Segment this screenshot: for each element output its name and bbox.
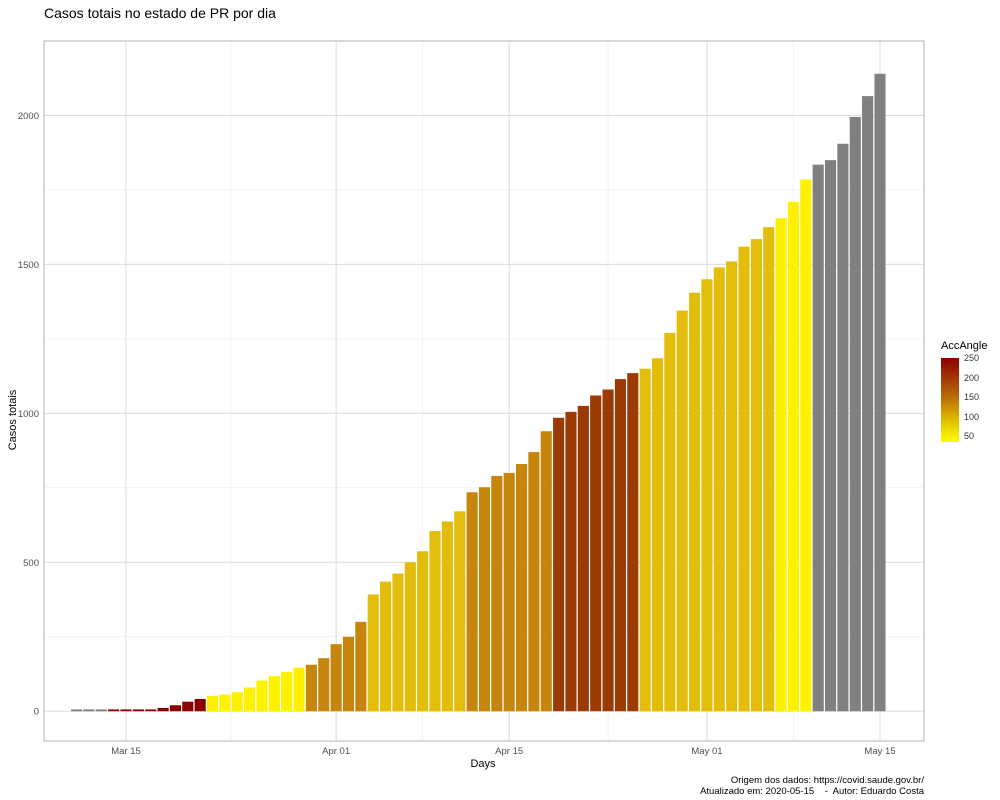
bar (664, 332, 676, 712)
bar (380, 581, 392, 712)
bar (70, 709, 83, 712)
bar (750, 239, 762, 712)
bar (874, 73, 886, 712)
bar (454, 511, 466, 712)
y-axis-label: Casos totais (7, 389, 19, 451)
caption-updated: Atualizado em: 2020-05-15 - Autor: Eduar… (700, 786, 924, 797)
bar (281, 671, 293, 712)
bar (120, 709, 132, 712)
bar (194, 699, 206, 712)
bar (627, 373, 639, 712)
legend-color-bar (941, 358, 959, 442)
bar (614, 379, 626, 712)
bar (293, 667, 305, 712)
x-axis-label: Days (470, 758, 496, 770)
bar (602, 389, 614, 712)
bar (330, 644, 342, 712)
bar (157, 707, 169, 712)
bar (182, 701, 194, 712)
bar (244, 687, 256, 712)
bar (800, 179, 812, 712)
bar (528, 452, 540, 712)
bar (553, 417, 565, 712)
panel-border (43, 40, 925, 742)
bar (689, 292, 701, 712)
bar (355, 621, 367, 712)
bar (726, 261, 738, 712)
bar (478, 487, 491, 712)
bar (862, 96, 874, 712)
legend-title: AccAngle (941, 340, 988, 352)
x-tick-label: Apr 01 (322, 746, 350, 757)
x-tick-label: May 01 (691, 746, 722, 757)
bar (404, 562, 416, 712)
bar (503, 472, 515, 712)
bar (651, 358, 664, 712)
bar (367, 594, 379, 712)
y-tick-label: 0 (34, 707, 39, 718)
bar (429, 531, 441, 712)
bar (305, 664, 317, 712)
x-tick-label: May 15 (864, 746, 895, 757)
bar (849, 116, 861, 712)
bar (577, 405, 589, 712)
bar (713, 267, 725, 712)
bar (83, 709, 95, 712)
legend-label: 150 (964, 392, 980, 402)
bar (169, 705, 182, 712)
bar (441, 521, 453, 712)
y-tick-label: 1000 (18, 409, 39, 420)
bar (256, 680, 268, 712)
bar (231, 692, 243, 712)
caption-source: Origem dos dados: https://covid.saude.go… (730, 775, 924, 786)
bar (491, 475, 503, 712)
bar (268, 676, 280, 712)
x-tick-label: Mar 15 (111, 746, 141, 757)
bar (132, 709, 144, 712)
bar (763, 227, 775, 712)
bar (206, 696, 219, 712)
bar (108, 709, 120, 712)
bar (676, 310, 688, 712)
bar (145, 709, 157, 712)
bar (540, 431, 552, 712)
bar (639, 368, 651, 712)
bar (787, 201, 800, 712)
x-tick-label: Apr 15 (495, 746, 523, 757)
bar (775, 218, 787, 712)
caption: Origem dos dados: https://covid.saude.go… (700, 775, 924, 797)
legend-label: 200 (964, 373, 980, 383)
legend-label: 50 (964, 431, 975, 441)
legend-label: 250 (964, 353, 980, 363)
bar (515, 463, 528, 712)
bar (565, 411, 577, 712)
bar (417, 551, 429, 712)
bar (466, 492, 478, 712)
y-tick-label: 1500 (18, 260, 39, 271)
bar (812, 164, 824, 712)
bar (95, 709, 107, 712)
bar (392, 573, 404, 712)
y-tick-label: 2000 (18, 111, 39, 122)
bar (837, 143, 849, 712)
bar (590, 395, 602, 712)
bar (824, 160, 837, 712)
chart-title: Casos totais no estado de PR por dia (44, 5, 276, 21)
bar (701, 279, 713, 712)
legend: AccAngle 250 200 150 100 50 (941, 340, 988, 442)
bar (219, 694, 231, 712)
legend-label: 100 (964, 412, 980, 422)
bar (738, 246, 750, 712)
bar (318, 658, 330, 712)
bar (342, 636, 355, 712)
y-tick-label: 500 (23, 558, 39, 569)
